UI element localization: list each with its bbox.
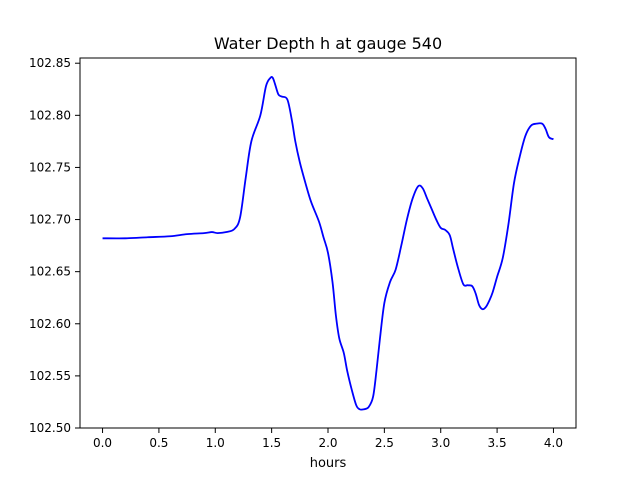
y-tick-label: 102.80 <box>29 108 71 122</box>
series-line-0 <box>102 75 554 411</box>
y-tick-label: 102.85 <box>29 56 71 70</box>
y-tick-label: 102.75 <box>29 160 71 174</box>
x-tick-label: 2.5 <box>375 436 394 450</box>
x-tick-label: 3.0 <box>431 436 450 450</box>
plot-frame <box>79 57 577 429</box>
x-tick-label: 1.0 <box>206 436 225 450</box>
x-tick-label: 1.5 <box>262 436 281 450</box>
y-tick-label: 102.65 <box>29 265 71 279</box>
y-tick-label: 102.50 <box>29 421 71 435</box>
y-tick-label: 102.60 <box>29 317 71 331</box>
y-tick-label: 102.70 <box>29 213 71 227</box>
chart-title: Water Depth h at gauge 540 <box>214 34 442 53</box>
x-axis-label: hours <box>310 456 347 471</box>
x-tick-label: 0.5 <box>149 436 168 450</box>
axis-ticks: 0.0 0.5 1.0 1.5 2.0 2.5 3.0 3.5 4.0 102.50 102.55 1… <box>29 56 563 450</box>
x-tick-label: 4.0 <box>544 436 563 450</box>
plot-lines <box>102 75 554 411</box>
x-tick-label: 3.5 <box>488 436 507 450</box>
x-tick-label: 0.0 <box>93 436 112 450</box>
y-tick-label: 102.55 <box>29 369 71 383</box>
x-tick-label: 2.0 <box>318 436 337 450</box>
